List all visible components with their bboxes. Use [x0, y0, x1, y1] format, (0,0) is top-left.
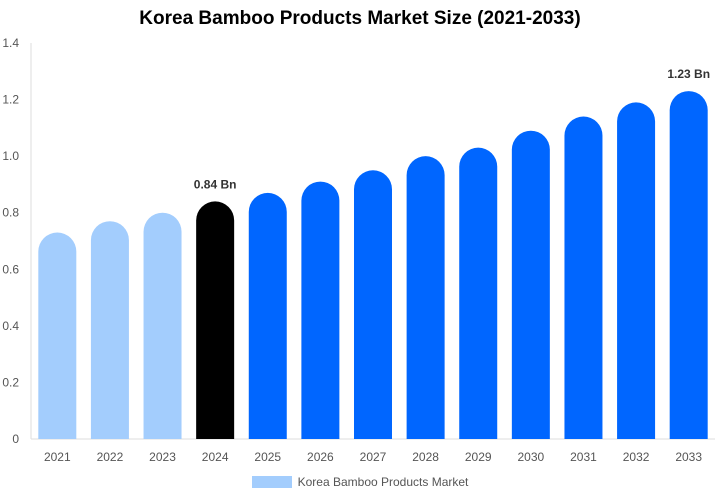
x-tick-label: 2024 — [202, 450, 229, 464]
bar-2033 — [669, 91, 708, 439]
x-tick-label: 2030 — [517, 450, 544, 464]
bar-2030 — [511, 130, 550, 439]
data-label: 1.23 Bn — [667, 67, 710, 81]
y-tick-label: 0 — [12, 432, 19, 446]
legend-label: Korea Bamboo Products Market — [297, 475, 469, 489]
x-tick-label: 2033 — [675, 450, 702, 464]
legend: Korea Bamboo Products Market — [0, 475, 720, 489]
bar-2029 — [459, 147, 498, 439]
y-tick-label: 0.4 — [2, 319, 19, 333]
bar-2023 — [143, 212, 182, 439]
bar-2024 — [196, 201, 235, 439]
x-tick-label: 2025 — [254, 450, 281, 464]
bar-2032 — [617, 102, 656, 440]
bar-2026 — [301, 181, 340, 439]
bar-2025 — [248, 192, 287, 439]
y-tick-label: 1.4 — [2, 36, 19, 50]
x-tick-label: 2023 — [149, 450, 176, 464]
x-tick-label: 2027 — [360, 450, 387, 464]
y-tick-label: 1.2 — [2, 93, 19, 107]
x-tick-label: 2031 — [570, 450, 597, 464]
x-tick-label: 2022 — [97, 450, 124, 464]
bar-2021 — [38, 232, 77, 439]
bar-2028 — [406, 156, 445, 439]
x-tick-label: 2032 — [623, 450, 650, 464]
x-tick-label: 2026 — [307, 450, 334, 464]
bar-2031 — [564, 116, 603, 440]
y-tick-label: 0.2 — [2, 375, 19, 389]
chart-title: Korea Bamboo Products Market Size (2021-… — [139, 8, 581, 29]
x-tick-label: 2029 — [465, 450, 492, 464]
bar-2022 — [90, 221, 129, 439]
x-tick-label: 2028 — [412, 450, 439, 464]
y-tick-label: 0.6 — [2, 262, 19, 276]
data-label: 0.84 Bn — [194, 177, 237, 191]
y-tick-label: 1.0 — [2, 149, 19, 163]
y-tick-label: 0.8 — [2, 206, 19, 220]
legend-swatch — [251, 476, 292, 488]
bar-2027 — [354, 170, 392, 440]
x-tick-label: 2021 — [44, 450, 71, 464]
